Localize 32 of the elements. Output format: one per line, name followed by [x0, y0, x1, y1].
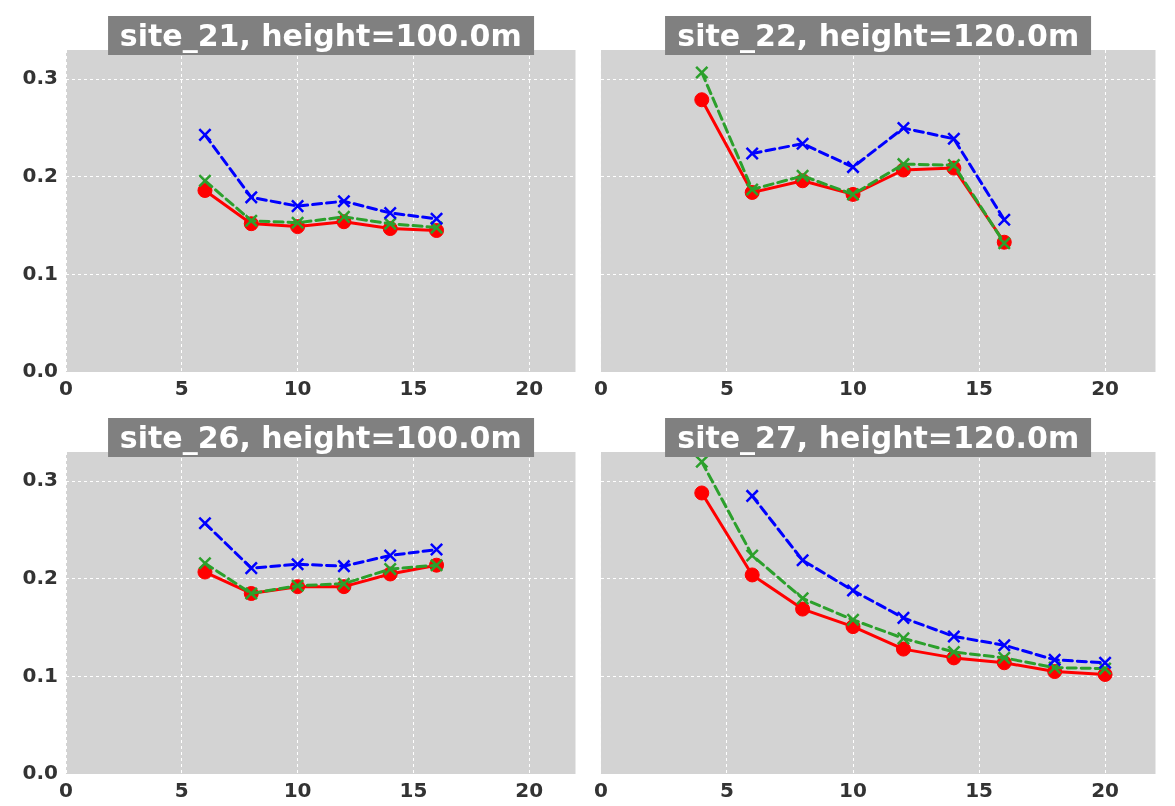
x-tick-label: 20 — [515, 376, 544, 401]
y-tick-label: 0.2 — [22, 565, 58, 590]
y-tick-label: 0.1 — [22, 662, 58, 687]
x-tick-label: 5 — [720, 376, 734, 401]
x-tick-label: 10 — [283, 778, 312, 803]
x-tick-label: 0 — [59, 376, 73, 401]
x-tick-label: 5 — [720, 778, 734, 803]
x-tick-label: 20 — [1091, 376, 1120, 401]
chart-title: site_27, height=120.0m — [665, 418, 1092, 457]
x-tick-label: 10 — [839, 778, 867, 803]
y-tick-label: 0.1 — [22, 260, 58, 285]
x-tick-label: 0 — [594, 376, 608, 401]
chart-title: site_21, height=100.0m — [107, 16, 534, 55]
x-tick-label: 5 — [174, 376, 189, 401]
chart-title: site_26, height=100.0m — [107, 418, 534, 457]
x-tick-label: 10 — [283, 376, 312, 401]
x-tick-label: 5 — [174, 778, 189, 803]
y-tick-label: 0.3 — [22, 467, 58, 492]
x-tick-label: 20 — [515, 778, 544, 803]
y-tick-label: 0.3 — [22, 65, 58, 90]
x-tick-label: 10 — [839, 376, 867, 401]
y-tick-label: 0.0 — [22, 358, 58, 383]
y-tick-label: 0.0 — [22, 760, 58, 785]
x-tick-label: 15 — [399, 778, 428, 803]
y-tick-label: 0.2 — [22, 163, 58, 188]
x-tick-label: 0 — [594, 778, 608, 803]
x-tick-label: 15 — [399, 376, 428, 401]
x-tick-label: 0 — [59, 778, 73, 803]
chart-title: site_22, height=120.0m — [665, 16, 1092, 55]
x-tick-label: 20 — [1091, 778, 1120, 803]
x-tick-label: 15 — [965, 376, 993, 401]
x-tick-label: 15 — [965, 778, 993, 803]
